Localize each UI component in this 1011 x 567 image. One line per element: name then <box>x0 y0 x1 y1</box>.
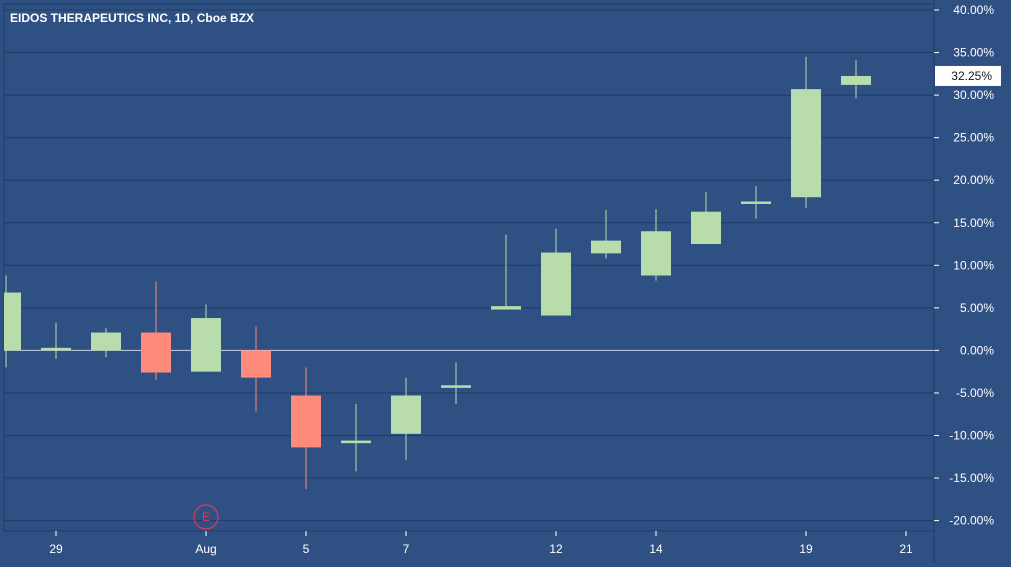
y-tick-label: -5.00% <box>956 386 994 400</box>
last-value-text: 32.25% <box>951 69 992 83</box>
y-tick-label: 15.00% <box>953 216 994 230</box>
candle[interactable] <box>291 367 321 490</box>
candle-body <box>691 211 721 245</box>
chart-title: EIDOS THERAPEUTICS INC, 1D, Cboe BZX <box>10 11 254 25</box>
candle[interactable] <box>541 228 571 316</box>
candle-body <box>41 347 71 351</box>
candle[interactable] <box>791 56 821 209</box>
y-tick-label: 40.00% <box>953 3 994 17</box>
last-value-box <box>935 65 1001 86</box>
earnings-marker-circle[interactable] <box>193 504 219 530</box>
candle[interactable] <box>141 281 171 381</box>
y-tick-label: -15.00% <box>949 471 994 485</box>
candle-body <box>591 240 621 254</box>
y-tick-label: -10.00% <box>949 429 994 443</box>
candle-body <box>541 252 571 316</box>
y-tick-label: 25.00% <box>953 131 994 145</box>
candle[interactable] <box>691 192 721 245</box>
candle-body <box>141 332 171 373</box>
candle[interactable] <box>4 275 21 368</box>
y-tick-label: 35.00% <box>953 46 994 60</box>
candle[interactable] <box>191 304 221 372</box>
candle-body <box>341 440 371 444</box>
candle-body <box>91 332 121 351</box>
candle[interactable] <box>441 362 471 405</box>
earnings-marker[interactable]: E <box>193 504 219 530</box>
x-tick-label: 29 <box>49 542 63 556</box>
y-tick-label: 10.00% <box>953 258 994 272</box>
x-tick-label: 21 <box>899 542 913 556</box>
x-tick-label: 14 <box>649 542 663 556</box>
candle-body <box>241 350 271 378</box>
last-value-label: 32.25% <box>935 65 1001 86</box>
candle-body <box>791 89 821 198</box>
x-axis[interactable]: 29 Aug 5 7 12 14 19 21 <box>4 530 934 556</box>
candle-body <box>441 385 471 388</box>
x-tick-label: 7 <box>403 542 410 556</box>
candle[interactable] <box>91 328 121 358</box>
candle-body <box>841 75 871 85</box>
candle-body <box>4 292 21 351</box>
candle-body <box>291 395 321 448</box>
earnings-marker-label: E <box>202 510 210 524</box>
x-tick-label: 19 <box>799 542 813 556</box>
candle[interactable] <box>491 234 521 310</box>
y-tick-label: 0.00% <box>960 343 994 357</box>
candle-body <box>191 318 221 372</box>
candle[interactable] <box>241 326 271 412</box>
candle[interactable] <box>841 60 871 99</box>
x-tick-label: 12 <box>549 542 563 556</box>
candle[interactable] <box>641 209 671 281</box>
y-tick-label: 20.00% <box>953 173 994 187</box>
x-tick-label: Aug <box>195 542 216 556</box>
candle[interactable] <box>341 404 371 472</box>
candle[interactable] <box>41 323 71 359</box>
y-tick-label: 30.00% <box>953 88 994 102</box>
candle[interactable] <box>391 377 421 461</box>
candles[interactable] <box>4 56 871 490</box>
candle-body <box>491 306 521 310</box>
candle[interactable] <box>591 209 621 259</box>
candle-body <box>641 231 671 276</box>
candle[interactable] <box>741 186 771 219</box>
candle-body <box>741 201 771 204</box>
grid-lines <box>4 9 934 522</box>
y-tick-label: -20.00% <box>949 514 994 528</box>
candle-body <box>391 395 421 434</box>
x-tick-label: 5 <box>303 542 310 556</box>
y-axis[interactable]: 40.00% 35.00% 30.00% 25.00% 20.00% 15.00% 10.0… <box>933 0 994 563</box>
y-tick-label: 5.00% <box>960 301 994 315</box>
